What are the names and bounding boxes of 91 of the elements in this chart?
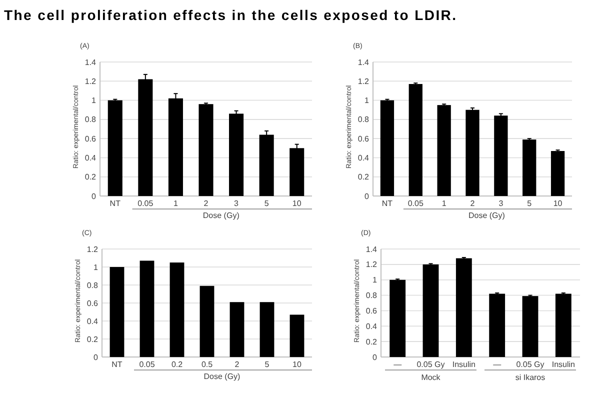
y-tick-label: 1 xyxy=(372,276,378,285)
bar xyxy=(494,116,508,196)
y-tick-label: 1.2 xyxy=(86,244,99,254)
bar xyxy=(408,84,422,196)
y-tick-label: 0.6 xyxy=(366,306,378,316)
x-tick-label: 3 xyxy=(498,199,504,208)
x-tick-label: NT xyxy=(110,199,121,208)
y-tick-label: 0.8 xyxy=(358,115,370,124)
y-tick-label: 0.8 xyxy=(366,291,378,300)
x-tick-label: — xyxy=(493,360,502,369)
y-tick-label: 1 xyxy=(364,96,370,106)
bar xyxy=(380,100,394,196)
x-axis-title: Dose (Gy) xyxy=(204,372,241,381)
x-tick-label: 2 xyxy=(204,199,209,208)
x-tick-label: 1 xyxy=(442,199,447,208)
bar xyxy=(259,134,274,196)
x-tick-label: 0.05 Gy xyxy=(516,360,544,369)
x-tick-label: NT xyxy=(112,360,122,369)
y-tick-label: 0.8 xyxy=(84,115,97,124)
y-tick-label: 1.2 xyxy=(358,76,370,86)
x-tick-label: 0.05 xyxy=(139,360,156,369)
y-tick-label: 0.6 xyxy=(86,298,99,308)
x-tick-label: 5 xyxy=(264,360,270,369)
y-tick-label: 1 xyxy=(92,96,97,106)
bar xyxy=(550,151,565,196)
x-tick-label: 10 xyxy=(292,199,302,208)
bar xyxy=(110,267,124,357)
bar xyxy=(522,140,536,196)
x-tick-label: 5 xyxy=(527,199,532,208)
x-tick-label: NT xyxy=(382,199,393,208)
y-tick-label: 0.6 xyxy=(358,134,370,144)
x-tick-label: 2 xyxy=(470,199,476,208)
y-tick-label: 0.4 xyxy=(86,316,99,326)
y-tick-label: 0.2 xyxy=(86,334,99,344)
bar xyxy=(290,148,304,196)
y-tick-label: 1.2 xyxy=(366,260,378,270)
y-tick-label: 1.4 xyxy=(84,58,97,67)
y-tick-label: 0 xyxy=(372,352,378,362)
bar xyxy=(456,258,472,357)
bar xyxy=(168,98,183,196)
y-tick-label: 0.4 xyxy=(366,322,378,331)
y-tick-label: 0 xyxy=(94,352,99,362)
x-tick-label: 0.2 xyxy=(171,360,184,369)
y-tick-label: 1.4 xyxy=(366,244,378,254)
bar xyxy=(260,302,274,357)
text: Mock xyxy=(421,373,442,382)
bar xyxy=(140,260,154,357)
y-tick-label: 0.4 xyxy=(84,154,97,163)
x-axis-title: Dose (Gy) xyxy=(202,211,240,220)
bar xyxy=(229,114,244,196)
x-tick-label: 5 xyxy=(264,199,270,208)
bar xyxy=(170,262,184,357)
y-tick-label: 0 xyxy=(364,192,370,201)
x-tick-label: 0.05 xyxy=(408,199,424,208)
chart-title: The cell proliferation effects in the cells exposed to LDIR. xyxy=(4,7,458,23)
y-tick-label: 0.2 xyxy=(84,172,97,182)
y-tick-label: 1 xyxy=(94,262,99,272)
bar xyxy=(466,110,480,196)
bar xyxy=(422,264,439,357)
y-tick-label: 1.2 xyxy=(84,76,97,86)
y-tick-label: 0.4 xyxy=(358,154,370,163)
bar xyxy=(390,280,406,357)
x-tick-label: 0.05 xyxy=(138,199,154,208)
x-tick-label: 0.5 xyxy=(201,360,214,369)
x-tick-label: Insulin xyxy=(452,360,476,369)
y-tick-label: 0.2 xyxy=(358,172,370,182)
y-tick-label: 0.6 xyxy=(84,134,97,144)
y-tick-label: 0 xyxy=(92,192,97,201)
bar xyxy=(290,314,304,357)
x-tick-label: — xyxy=(394,360,402,369)
bar xyxy=(437,105,451,196)
text: si Ikaros xyxy=(515,373,546,382)
x-tick-label: 10 xyxy=(292,360,302,369)
y-tick-label: 0.8 xyxy=(86,280,99,290)
y-tick-label: 1.4 xyxy=(358,58,370,67)
x-tick-label: Insulin xyxy=(552,360,575,369)
bar xyxy=(522,296,538,357)
bar xyxy=(200,286,214,357)
bar xyxy=(489,294,506,357)
bar xyxy=(108,100,122,196)
x-axis-title: Dose (Gy) xyxy=(468,211,506,220)
x-tick-label: 2 xyxy=(234,360,240,369)
x-tick-label: 0.05 Gy xyxy=(416,360,445,369)
bar xyxy=(198,104,214,196)
bar xyxy=(138,79,153,196)
y-tick-label: 0.2 xyxy=(366,337,378,346)
bar xyxy=(230,302,244,357)
x-tick-label: 3 xyxy=(234,199,240,208)
bar xyxy=(555,294,572,357)
x-tick-label: 1 xyxy=(173,199,178,208)
x-tick-label: 10 xyxy=(553,199,563,208)
